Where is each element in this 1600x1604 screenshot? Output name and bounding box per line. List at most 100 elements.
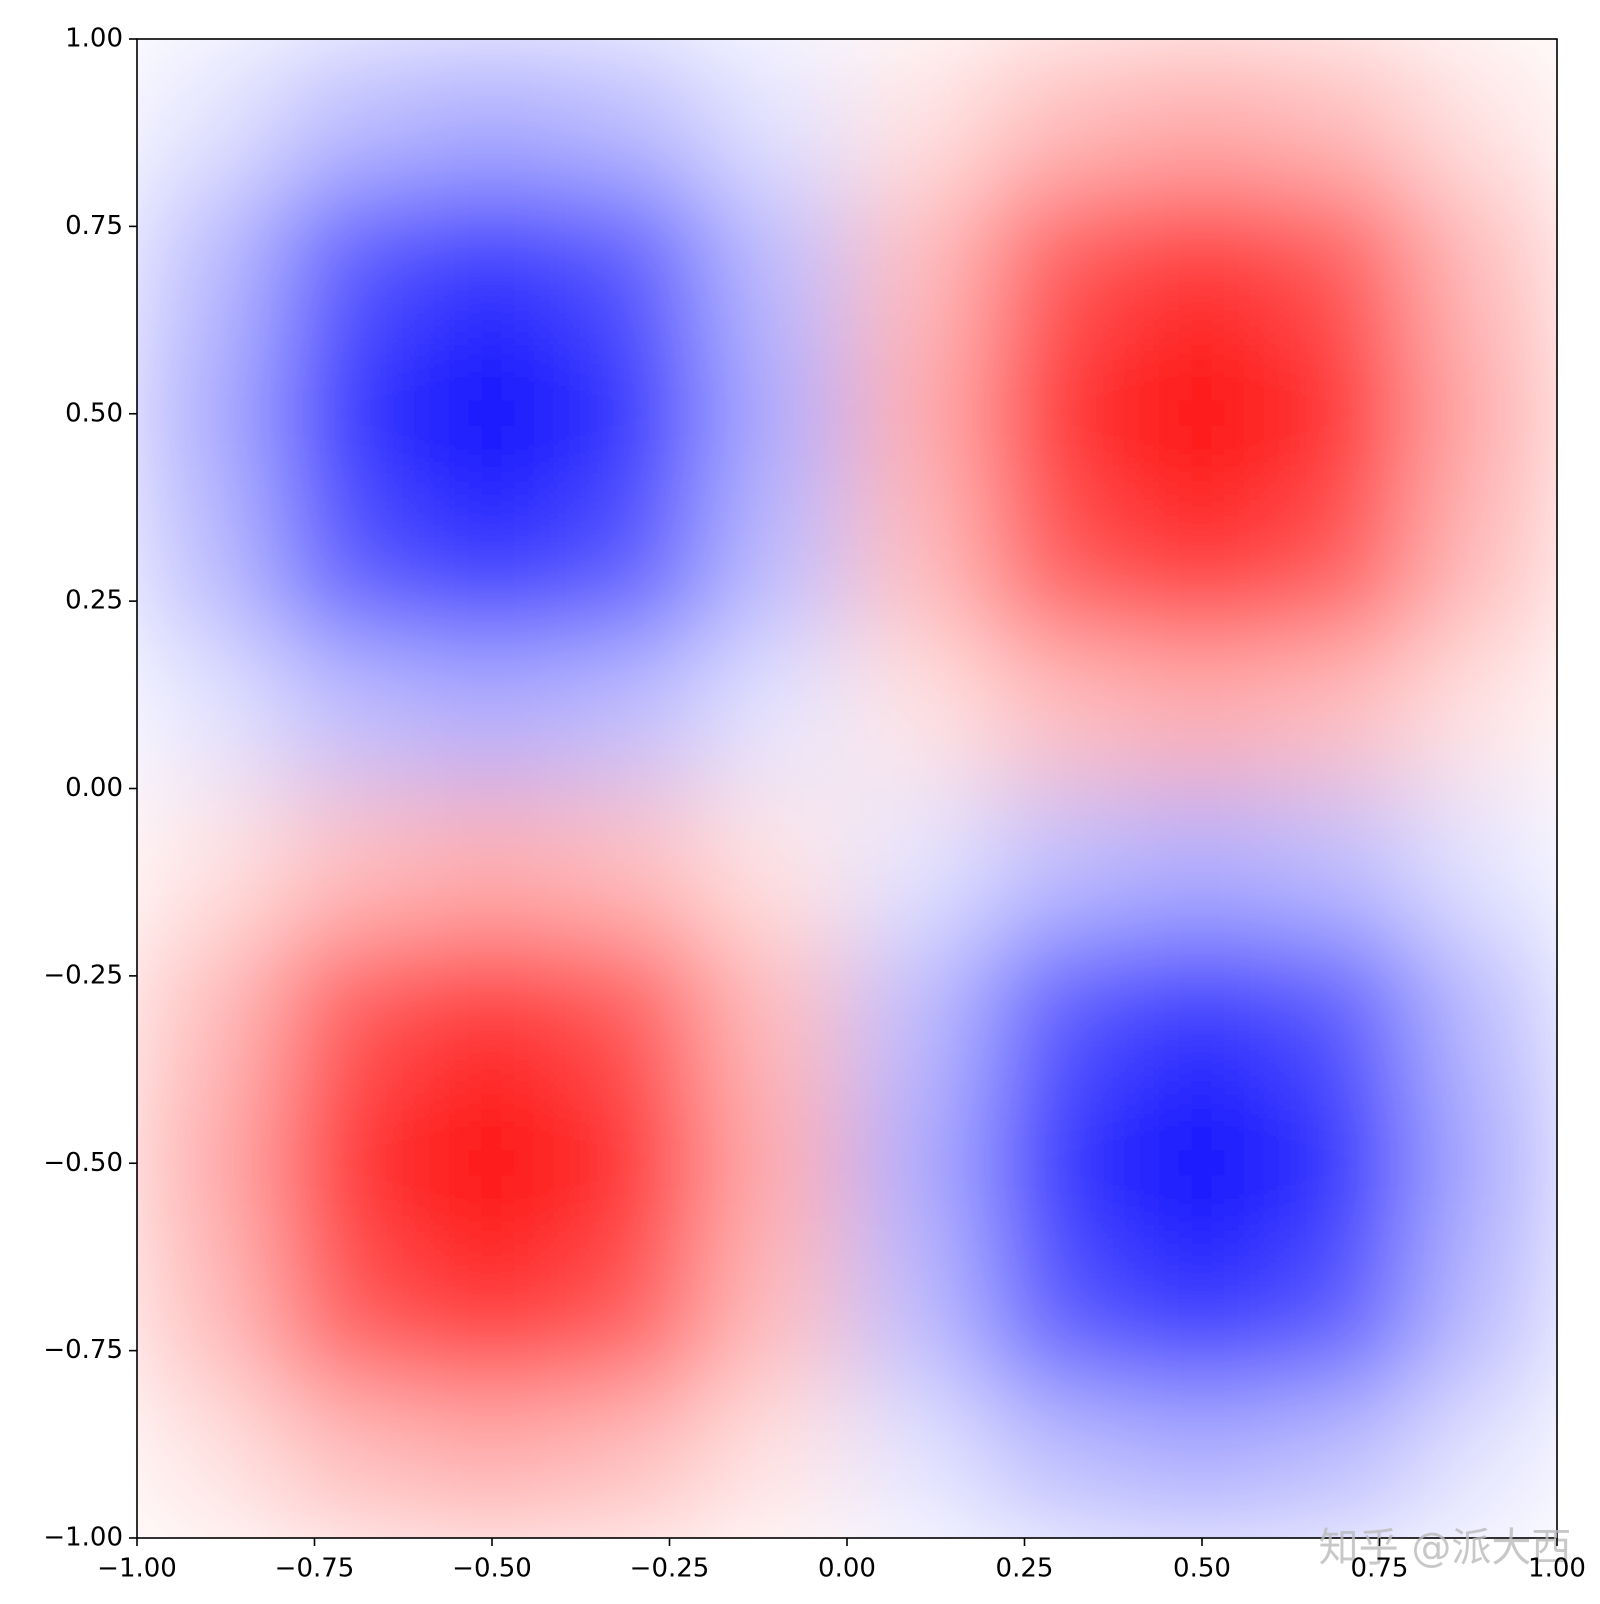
heatmap-cell (420, 1087, 564, 1239)
heatmap-cell (137, 338, 280, 490)
heatmap-cell (137, 188, 280, 340)
heatmap-cell (1272, 788, 1416, 939)
heatmap-cell (278, 338, 422, 490)
heatmap-cell (420, 39, 564, 190)
heatmap-cell (988, 1387, 1132, 1538)
heatmap-cell (1272, 1237, 1416, 1389)
heatmap-cell (562, 1087, 706, 1239)
heatmap-cell (1130, 39, 1274, 190)
heatmap-cell (278, 1087, 422, 1239)
heatmap-cell (1414, 638, 1557, 789)
x-tick-label: −0.25 (630, 1554, 710, 1584)
heatmap-cell (988, 1237, 1132, 1389)
heatmap-cell (562, 638, 706, 789)
heatmap-cell (278, 1237, 422, 1389)
heatmap-cells (137, 39, 1557, 1538)
heatmap-cell (562, 188, 706, 340)
heatmap-cell (1272, 1387, 1416, 1538)
heatmap-cell (704, 1387, 848, 1538)
x-tick-label: −1.00 (97, 1554, 177, 1584)
heatmap-cell (562, 39, 706, 190)
heatmap-cell (278, 488, 422, 640)
heatmap-cell (704, 788, 848, 939)
heatmap-cell (1272, 488, 1416, 640)
heatmap-cell (846, 188, 990, 340)
heatmap-cell (1130, 788, 1274, 939)
heatmap-cell (1130, 1087, 1274, 1239)
heatmap-cell (278, 937, 422, 1089)
y-tick-label: 0.75 (65, 211, 123, 241)
heatmap-cell (420, 1387, 564, 1538)
heatmap-cell (846, 39, 990, 190)
heatmap-cell (137, 488, 280, 640)
heatmap-cell (137, 788, 280, 939)
y-tick-label: 0.25 (65, 586, 123, 616)
heatmap-cell (1272, 188, 1416, 340)
heatmap-cell (1130, 488, 1274, 640)
x-tick-label: 0.50 (1173, 1554, 1231, 1584)
heatmap-cell (1414, 1387, 1557, 1538)
heatmap-cell (704, 638, 848, 789)
x-tick-label: 0.75 (1351, 1554, 1409, 1584)
heatmap-cell (1414, 1087, 1557, 1239)
watermark: 知乎 @派大西 (1319, 1525, 1572, 1571)
heatmap-cell (420, 338, 564, 490)
heatmap-cell (846, 1237, 990, 1389)
x-tick-label: 0.00 (818, 1554, 876, 1584)
heatmap-cell (562, 338, 706, 490)
heatmap-cell (1414, 338, 1557, 490)
heatmap-cell (562, 488, 706, 640)
heatmap-cell (278, 39, 422, 190)
heatmap-cell (278, 1387, 422, 1538)
heatmap-cell (1272, 638, 1416, 789)
heatmap-cell (1130, 338, 1274, 490)
heatmap-cell (1414, 488, 1557, 640)
heatmap-cell (278, 788, 422, 939)
heatmap-cell (988, 1087, 1132, 1239)
x-tick-label: −0.75 (275, 1554, 355, 1584)
heatmap-cell (420, 788, 564, 939)
y-tick-label: 1.00 (65, 24, 123, 54)
heatmap-cell (988, 488, 1132, 640)
heatmap-cell (278, 638, 422, 789)
heatmap-cell (1272, 937, 1416, 1089)
heatmap-cell (1272, 1087, 1416, 1239)
y-tick-label: −0.50 (43, 1148, 123, 1178)
x-tick-label: 1.00 (1528, 1554, 1586, 1584)
heatmap-cell (137, 1387, 280, 1538)
heatmap-cell (420, 188, 564, 340)
y-tick-label: 0.00 (65, 773, 123, 803)
heatmap-cell (988, 338, 1132, 490)
heatmap-cell (1130, 1237, 1274, 1389)
heatmap-cell (704, 338, 848, 490)
heatmap-cell (704, 937, 848, 1089)
y-tick-label: −0.75 (43, 1335, 123, 1365)
heatmap-cell (137, 638, 280, 789)
heatmap-cell (1130, 188, 1274, 340)
heatmap-cell (1414, 788, 1557, 939)
y-tick-label: −1.00 (43, 1523, 123, 1553)
heatmap-cell (1414, 1237, 1557, 1389)
heatmap-cell (988, 39, 1132, 190)
heatmap-cell (846, 1387, 990, 1538)
heatmap-cell (278, 188, 422, 340)
heatmap-cell (420, 1237, 564, 1389)
heatmap-cell (846, 1087, 990, 1239)
y-tick-label: 0.50 (65, 398, 123, 428)
heatmap-cell (988, 788, 1132, 939)
heatmap-cell (420, 488, 564, 640)
heatmap-cell (137, 39, 280, 190)
heatmap (137, 39, 1557, 1538)
heatmap-cell (988, 937, 1132, 1089)
heatmap-cell (704, 1237, 848, 1389)
heatmap-cell (562, 1237, 706, 1389)
heatmap-cell (704, 39, 848, 190)
heatmap-cell (846, 338, 990, 490)
heatmap-cell (137, 1087, 280, 1239)
heatmap-cell (562, 788, 706, 939)
heatmap-cell (846, 788, 990, 939)
heatmap-cell (846, 638, 990, 789)
heatmap-cell (1130, 937, 1274, 1089)
heatmap-cell (1130, 638, 1274, 789)
